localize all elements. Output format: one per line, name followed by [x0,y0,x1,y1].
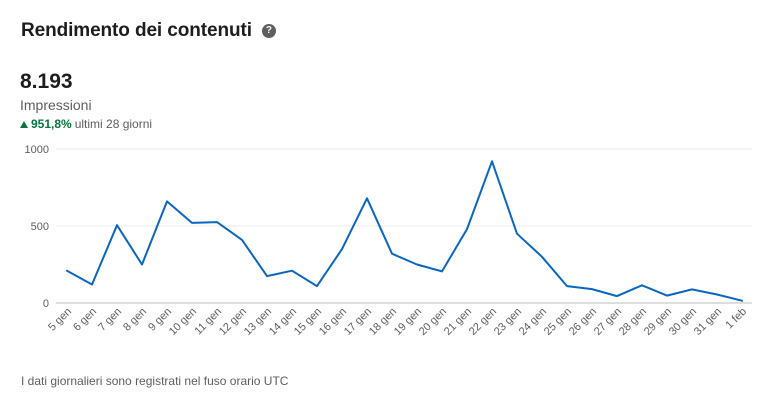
data-point[interactable] [540,254,545,259]
delta-period: ultimi 28 giorni [74,117,153,131]
delta-row: 951,8% ultimi 28 giorni [20,117,152,131]
series-line [66,160,743,302]
x-tick-label: 5 gen [46,306,74,334]
data-point[interactable] [115,223,120,228]
data-point[interactable] [740,298,745,303]
data-point[interactable] [315,284,320,289]
timezone-footnote: I dati giornalieri sono registrati nel f… [21,374,289,388]
data-point[interactable] [265,274,270,279]
data-point[interactable] [140,262,145,267]
data-point[interactable] [190,220,195,225]
data-point[interactable] [240,237,245,242]
y-tick-label: 1000 [25,144,49,156]
data-point[interactable] [440,269,445,274]
x-tick-label: 7 gen [96,306,124,334]
question-circle-icon[interactable]: ? [261,24,276,38]
data-point[interactable] [690,287,695,292]
data-point[interactable] [340,247,345,252]
data-point[interactable] [215,220,220,225]
data-point[interactable] [615,294,620,299]
data-point[interactable] [665,293,670,298]
card-header: Rendimento dei contenuti ? [21,20,276,42]
x-tick-label: 6 gen [71,306,99,334]
data-point[interactable] [390,251,395,256]
data-point[interactable] [415,262,420,267]
data-point[interactable] [290,268,295,273]
data-point[interactable] [590,287,595,292]
impressions-value: 8.193 [20,70,73,93]
y-tick-label: 0 [43,298,49,310]
triangle-up-icon [20,120,28,128]
data-point[interactable] [565,284,570,289]
y-tick-label: 500 [31,221,49,233]
x-tick-label: 1 feb [723,306,749,332]
data-point[interactable] [65,268,70,273]
data-point[interactable] [515,231,520,236]
delta-value: 951,8% [31,117,72,131]
x-tick-label: 8 gen [121,306,149,334]
x-tick-label: 10 gen [167,306,199,338]
data-point[interactable] [165,199,170,204]
impressions-label: Impressioni [20,97,92,113]
data-point[interactable] [365,196,370,201]
data-point[interactable] [640,283,645,288]
data-point[interactable] [490,159,495,164]
card-title: Rendimento dei contenuti [21,20,252,41]
data-point[interactable] [90,282,95,287]
data-point[interactable] [715,292,720,297]
x-tick-label: 31 gen [692,306,724,338]
data-point[interactable] [465,227,470,232]
